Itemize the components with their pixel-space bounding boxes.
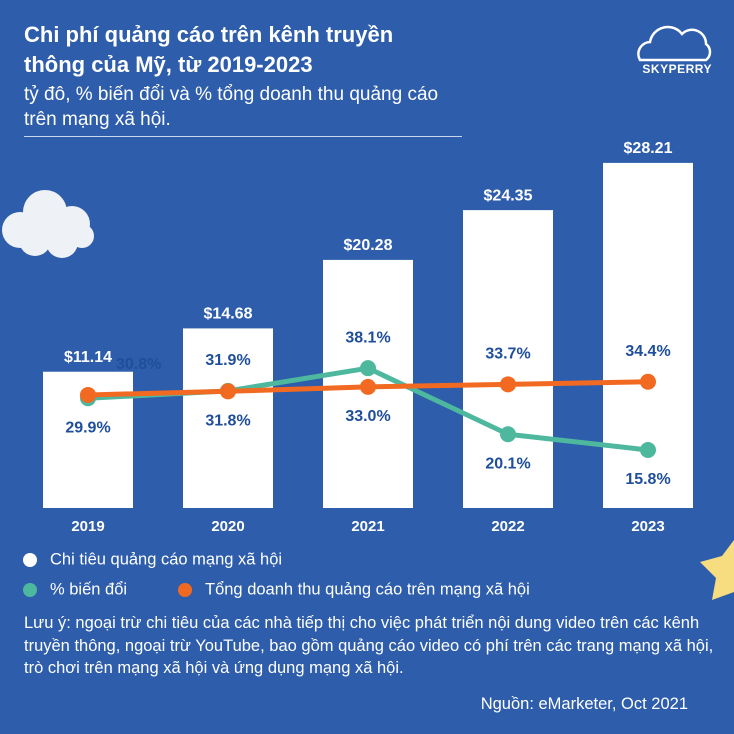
x-tick-label: 2021 [351,518,384,535]
star-decoration [700,540,734,600]
legend-label: % biến đổi [50,580,127,598]
line-point [360,378,376,395]
legend-label: Tổng doanh thu quảng cáo trên mạng xã hộ… [205,580,530,598]
legend-swatch [23,553,37,567]
line-value-label: 30.8% [116,356,161,373]
divider [24,136,462,137]
x-tick-label: 2023 [631,518,664,535]
line-point [640,442,656,459]
line-value-label: 29.9% [65,419,110,436]
line-value-label: 33.7% [485,346,530,363]
line-value-label: 15.8% [625,471,670,488]
line-value-label: 31.8% [205,413,250,430]
line-value-label: 31.9% [205,352,250,369]
logo-cloud [637,25,712,62]
bar [463,210,553,508]
line-point [360,360,376,377]
bar [183,328,273,508]
bar-value-label: $28.21 [624,140,673,157]
source: Nguồn: eMarketer, Oct 2021 [480,695,688,713]
bar-value-label: $24.35 [484,187,533,204]
line-point [80,386,96,403]
legend-swatch [178,583,192,597]
line-value-label: 33.0% [345,408,390,425]
brand-logo: SKYPERRY [642,62,712,76]
x-tick-label: 2022 [491,518,524,535]
line-value-label: 20.1% [485,455,530,472]
bar-value-label: $11.14 [64,349,112,366]
line-point [500,426,516,443]
x-tick-label: 2019 [71,518,104,535]
bar-value-label: $14.68 [204,306,253,323]
line-point [220,383,236,400]
line-point [500,376,516,393]
legend-label: Chi tiêu quảng cáo mạng xã hội [50,550,282,568]
note: Lưu ý: ngoại trừ chi tiêu của các nhà ti… [24,614,714,677]
line-point [640,373,656,390]
cloud-decoration [2,190,94,258]
line-value-label: 34.4% [625,343,670,360]
bar-value-label: $20.28 [344,237,393,254]
title: Chi phí quảng cáo trên kênh truyền thông… [24,22,394,77]
line-value-label: 38.1% [345,329,390,346]
subtitle: tỷ đô, % biến đổi và % tổng doanh thu qu… [24,84,439,130]
legend-swatch [23,583,37,597]
x-tick-label: 2020 [211,518,244,535]
